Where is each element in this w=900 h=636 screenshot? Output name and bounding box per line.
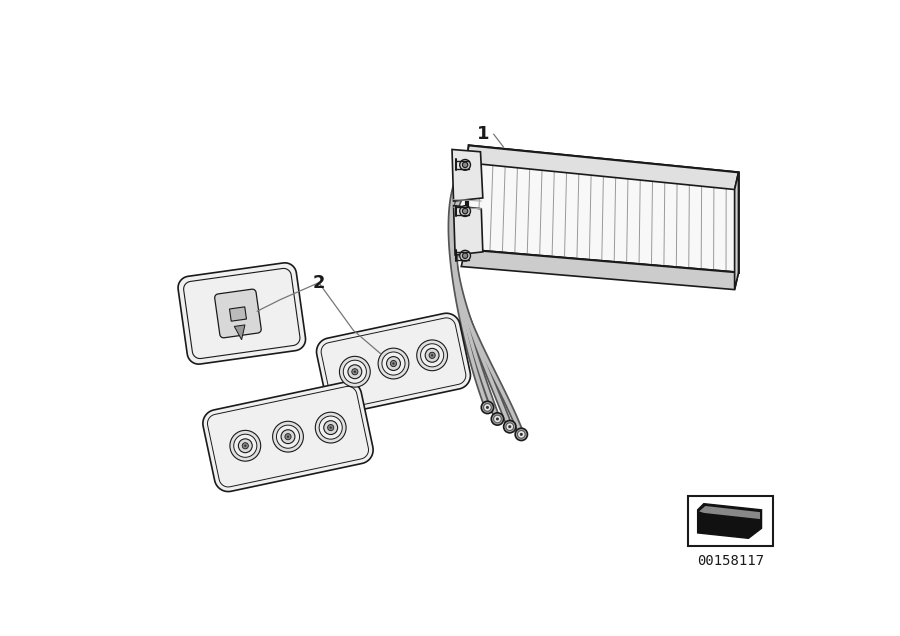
Circle shape bbox=[392, 363, 394, 364]
Circle shape bbox=[391, 361, 397, 366]
Circle shape bbox=[460, 160, 471, 170]
Circle shape bbox=[420, 344, 444, 367]
Circle shape bbox=[382, 352, 405, 375]
Circle shape bbox=[425, 349, 439, 363]
Circle shape bbox=[504, 420, 516, 433]
Circle shape bbox=[483, 404, 491, 411]
Polygon shape bbox=[452, 149, 482, 201]
Circle shape bbox=[429, 352, 436, 359]
Circle shape bbox=[329, 427, 332, 429]
Text: 1: 1 bbox=[477, 125, 489, 143]
Polygon shape bbox=[317, 314, 471, 414]
Polygon shape bbox=[465, 146, 738, 273]
Polygon shape bbox=[234, 325, 245, 340]
Circle shape bbox=[230, 431, 261, 461]
Circle shape bbox=[354, 371, 356, 373]
Circle shape bbox=[463, 253, 468, 258]
Circle shape bbox=[281, 430, 295, 444]
Circle shape bbox=[352, 369, 358, 375]
Polygon shape bbox=[465, 146, 738, 190]
Bar bbox=[688, 496, 773, 546]
Circle shape bbox=[242, 443, 248, 449]
Polygon shape bbox=[202, 382, 374, 492]
Circle shape bbox=[378, 348, 409, 379]
Circle shape bbox=[491, 413, 504, 425]
Circle shape bbox=[348, 365, 362, 378]
Polygon shape bbox=[461, 249, 738, 289]
Circle shape bbox=[460, 205, 471, 216]
Circle shape bbox=[417, 340, 447, 371]
Circle shape bbox=[320, 416, 342, 439]
Circle shape bbox=[234, 434, 256, 457]
Circle shape bbox=[518, 431, 526, 438]
Circle shape bbox=[276, 425, 300, 448]
Circle shape bbox=[431, 354, 433, 356]
Circle shape bbox=[515, 428, 527, 441]
Polygon shape bbox=[215, 289, 261, 338]
Text: 00158117: 00158117 bbox=[698, 554, 764, 568]
Polygon shape bbox=[699, 506, 760, 519]
Circle shape bbox=[463, 162, 468, 167]
Circle shape bbox=[315, 412, 346, 443]
Polygon shape bbox=[698, 504, 761, 538]
Circle shape bbox=[328, 424, 334, 431]
Circle shape bbox=[508, 425, 511, 428]
Circle shape bbox=[287, 436, 289, 438]
Circle shape bbox=[463, 209, 468, 214]
Circle shape bbox=[244, 445, 247, 447]
Polygon shape bbox=[454, 205, 482, 255]
Circle shape bbox=[496, 417, 499, 420]
Circle shape bbox=[324, 420, 338, 434]
Polygon shape bbox=[178, 263, 306, 364]
Circle shape bbox=[486, 406, 489, 409]
Circle shape bbox=[343, 360, 366, 384]
Text: 2: 2 bbox=[312, 273, 325, 292]
Polygon shape bbox=[734, 172, 738, 289]
Circle shape bbox=[285, 434, 291, 439]
Circle shape bbox=[387, 357, 400, 370]
Circle shape bbox=[238, 439, 252, 453]
Polygon shape bbox=[230, 307, 247, 321]
Circle shape bbox=[506, 423, 514, 431]
Circle shape bbox=[339, 356, 370, 387]
Circle shape bbox=[482, 401, 493, 413]
Circle shape bbox=[493, 415, 501, 423]
Circle shape bbox=[520, 433, 523, 436]
Circle shape bbox=[460, 251, 471, 261]
Circle shape bbox=[273, 421, 303, 452]
